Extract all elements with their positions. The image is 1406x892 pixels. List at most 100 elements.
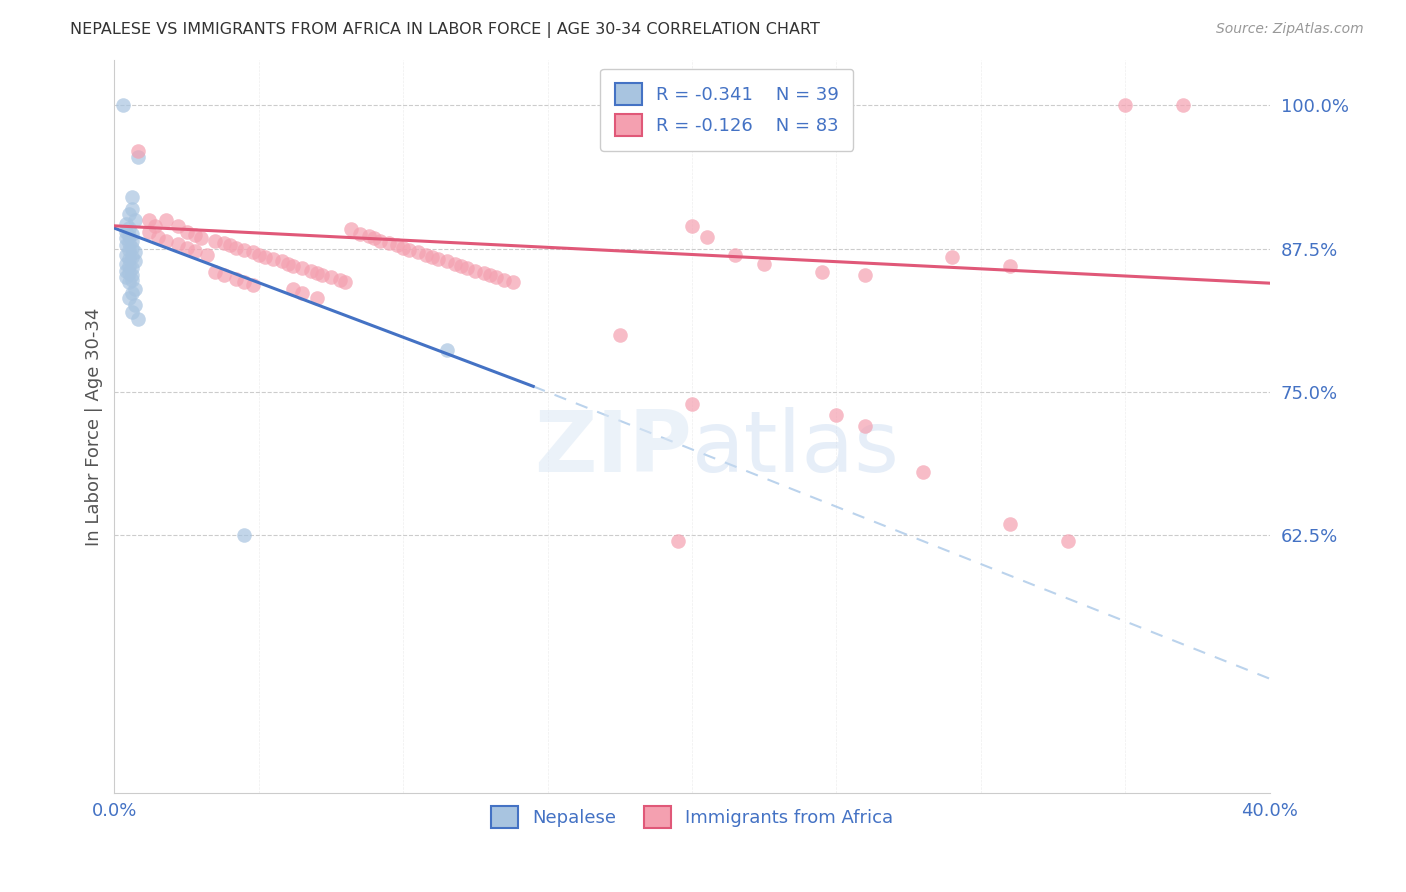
Point [247,247,270,261]
Point [291,261,314,276]
Point [225,271,247,285]
Point [1114,98,1136,112]
Point [472,266,495,280]
Point [291,286,314,301]
Point [124,282,146,296]
Point [118,291,141,305]
Point [363,231,385,245]
Point [695,230,717,244]
Point [121,305,143,319]
Point [121,190,143,204]
Point [112,98,135,112]
Point [121,268,143,282]
Point [190,231,212,245]
Y-axis label: In Labor Force | Age 30-34: In Labor Force | Age 30-34 [86,307,103,546]
Legend: Nepalese, Immigrants from Africa: Nepalese, Immigrants from Africa [484,799,900,836]
Point [204,234,226,248]
Point [176,225,198,239]
Point [212,235,235,250]
Point [681,219,703,233]
Point [609,327,631,342]
Point [124,254,146,268]
Point [436,343,458,357]
Point [825,408,848,422]
Point [138,225,160,239]
Point [233,243,256,257]
Point [233,528,256,542]
Point [853,268,876,282]
Point [184,227,207,242]
Point [195,247,218,261]
Point [444,257,467,271]
Text: ZIP: ZIP [534,407,692,490]
Point [118,229,141,244]
Point [121,227,143,241]
Point [118,243,141,257]
Point [242,278,264,293]
Point [167,219,190,233]
Point [155,213,177,227]
Point [121,250,143,264]
Point [335,275,357,289]
Point [115,247,138,261]
Point [305,291,328,305]
Point [225,241,247,255]
Point [115,231,138,245]
Point [115,217,138,231]
Point [494,273,516,287]
Point [502,275,524,289]
Point [853,419,876,434]
Point [262,252,284,266]
Point [415,247,437,261]
Point [253,250,276,264]
Point [319,270,342,285]
Point [754,257,776,271]
Point [398,243,420,257]
Point [118,207,141,221]
Point [121,261,143,276]
Point [368,234,391,248]
Point [124,213,146,227]
Point [115,238,138,252]
Text: NEPALESE VS IMMIGRANTS FROM AFRICA IN LABOR FORCE | AGE 30-34 CORRELATION CHART: NEPALESE VS IMMIGRANTS FROM AFRICA IN LA… [70,22,820,38]
Point [1171,98,1194,112]
Point [998,259,1021,273]
Text: atlas: atlas [692,407,900,490]
Text: Source: ZipAtlas.com: Source: ZipAtlas.com [1216,22,1364,37]
Point [138,213,160,227]
Point [146,230,169,244]
Point [204,265,226,279]
Point [121,273,143,287]
Point [426,252,449,266]
Point [233,275,256,289]
Point [118,266,141,280]
Point [277,257,299,271]
Point [115,270,138,285]
Point [115,263,138,277]
Point [155,234,177,248]
Point [283,282,305,296]
Point [118,252,141,266]
Point [127,150,149,164]
Point [121,234,143,248]
Point [124,298,146,312]
Point [212,268,235,282]
Point [456,261,478,276]
Point [127,145,149,159]
Point [184,244,207,258]
Point [378,235,401,250]
Point [242,245,264,260]
Point [464,263,486,277]
Point [121,241,143,255]
Point [299,263,322,277]
Point [1056,534,1078,549]
Point [124,245,146,260]
Point [118,259,141,273]
Point [115,257,138,271]
Point [349,227,371,241]
Point [329,273,352,287]
Point [387,238,409,252]
Point [118,235,141,250]
Point [666,534,689,549]
Point [357,229,380,244]
